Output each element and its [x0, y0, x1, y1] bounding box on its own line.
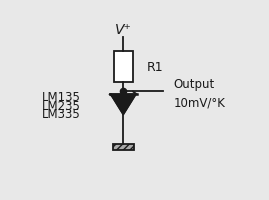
Text: LM335: LM335 [42, 108, 81, 121]
Text: LM235: LM235 [42, 99, 81, 112]
Text: R1: R1 [147, 61, 164, 74]
Bar [113, 144, 134, 150]
Text: LM135: LM135 [42, 91, 81, 104]
Polygon shape [111, 95, 136, 115]
Text: V⁺: V⁺ [115, 22, 132, 36]
Bar [114, 52, 133, 83]
Text: Output
10mV/°K: Output 10mV/°K [173, 78, 225, 109]
